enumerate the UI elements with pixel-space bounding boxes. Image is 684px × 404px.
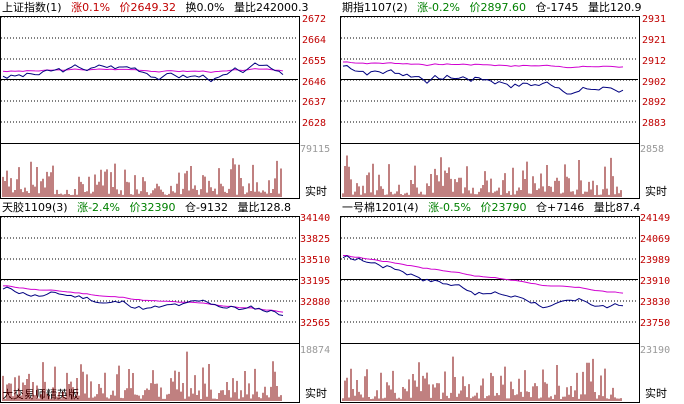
instrument-name: 天胶1109(3): [2, 201, 68, 214]
instrument-name: 上证指数(1): [2, 1, 62, 14]
price-tick: 34140: [300, 213, 331, 224]
chart-panel-4[interactable]: 一号棉1201(4) 涨-0.5% 价23790 仓+7146 量比87.4 2…: [340, 200, 684, 404]
realtime-label: 实时: [645, 185, 667, 198]
price-tick: 33825: [300, 234, 331, 245]
panel-header: 一号棉1201(4) 涨-0.5% 价23790 仓+7146 量比87.4: [342, 202, 646, 214]
volume-ratio-value: 量比120.9: [587, 1, 642, 14]
price-value: 价23790: [480, 201, 527, 214]
change-value: 涨0.1%: [71, 1, 111, 14]
change-value: 涨-2.4%: [77, 201, 120, 214]
panel-header: 天胶1109(3) 涨-2.4% 价32390 仓-9132 量比128.8: [2, 202, 297, 214]
volume-ratio-value: 量比87.4: [593, 201, 641, 214]
volume-chart[interactable]: [340, 143, 640, 199]
change-value: 涨-0.5%: [428, 201, 471, 214]
realtime-label: 实时: [645, 387, 667, 400]
price-tick: 23750: [640, 318, 671, 329]
price-tick: 24149: [640, 213, 671, 224]
price-tick: 32880: [300, 297, 331, 308]
volume-ratio-value: 量比128.8: [237, 201, 291, 214]
price-tick: 33195: [300, 276, 331, 287]
price-tick: 2628: [302, 118, 327, 129]
price-line: [2, 62, 284, 83]
price-tick: 2883: [642, 118, 667, 129]
price-value: 价2897.60: [469, 1, 527, 14]
instrument-name: 期指1107(2): [342, 1, 408, 14]
avg-price-line: [342, 255, 624, 294]
volume-tick: 2858: [640, 144, 665, 155]
price-tick: 24069: [640, 234, 671, 245]
price-line: [342, 65, 624, 95]
avg-price-line: [342, 61, 624, 69]
volume-tick: 18874: [300, 345, 331, 356]
volume-tick: 23190: [640, 345, 671, 356]
volume-ratio-value: 量比242000.3: [234, 1, 309, 14]
volume-chart[interactable]: [0, 143, 300, 199]
change-value: 涨-0.2%: [417, 1, 460, 14]
panel-header: 上证指数(1) 涨0.1% 价2649.32 换0.0% 量比242000.3: [2, 2, 315, 14]
volume-chart[interactable]: [340, 343, 640, 403]
price-tick: 23989: [640, 255, 671, 266]
chart-panel-1[interactable]: 上证指数(1) 涨0.1% 价2649.32 换0.0% 量比242000.3 …: [0, 0, 340, 200]
turnover-value: 换0.0%: [185, 1, 225, 14]
panel-header: 期指1107(2) 涨-0.2% 价2897.60 仓-1745 量比120.9: [342, 2, 647, 14]
price-tick: 2902: [642, 77, 667, 88]
open-interest-value: 仓-9132: [185, 201, 228, 214]
chart-panel-3[interactable]: 天胶1109(3) 涨-2.4% 价32390 仓-9132 量比128.8 3…: [0, 200, 340, 404]
price-tick: 2931: [642, 14, 667, 25]
realtime-label: 实时: [305, 387, 327, 400]
chart-panel-2[interactable]: 期指1107(2) 涨-0.2% 价2897.60 仓-1745 量比120.9…: [340, 0, 684, 200]
price-tick: 32565: [300, 318, 331, 329]
price-value: 价2649.32: [119, 1, 177, 14]
price-tick: 2892: [642, 97, 667, 108]
instrument-name: 一号棉1201(4): [342, 201, 419, 214]
price-tick: 2646: [302, 77, 327, 88]
price-tick: 2664: [302, 35, 327, 46]
open-interest-value: 仓+7146: [536, 201, 585, 214]
realtime-label: 实时: [305, 185, 327, 198]
price-tick: 2672: [302, 14, 327, 25]
price-line: [342, 255, 624, 309]
volume-chart[interactable]: [0, 343, 300, 403]
price-tick: 23830: [640, 297, 671, 308]
price-tick: 33510: [300, 255, 331, 266]
price-value: 价32390: [129, 201, 176, 214]
open-interest-value: 仓-1745: [535, 1, 579, 14]
price-tick: 2637: [302, 97, 327, 108]
volume-tick: 79115: [300, 144, 331, 155]
avg-price-line: [2, 285, 284, 313]
price-tick: 2921: [642, 35, 667, 46]
price-tick: 2912: [642, 56, 667, 67]
price-line: [2, 286, 284, 316]
price-tick: 2655: [302, 56, 327, 67]
price-tick: 23910: [640, 276, 671, 287]
